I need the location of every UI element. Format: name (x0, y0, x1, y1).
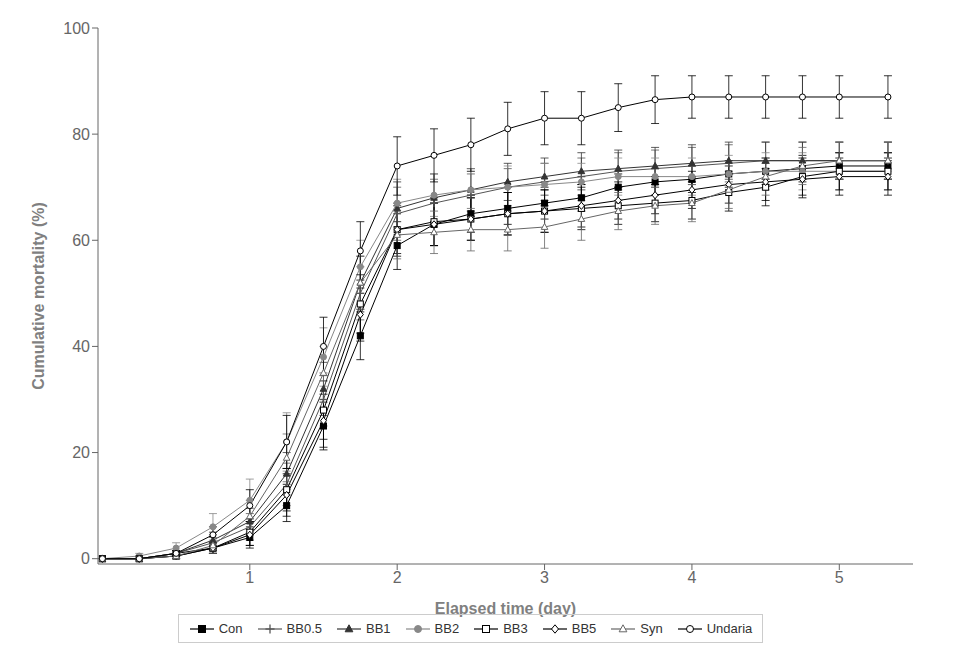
svg-text:3: 3 (540, 569, 549, 586)
svg-text:1: 1 (245, 569, 254, 586)
html-text:Undaria: Undaria (706, 621, 753, 636)
svg-text:5: 5 (835, 569, 844, 586)
svg-text:4: 4 (687, 569, 696, 586)
svg-text:Elapsed time (day): Elapsed time (day) (435, 600, 576, 617)
html-text:BB2: BB2 (434, 621, 460, 636)
html-text:Con: Con (218, 621, 243, 636)
svg-text:60: 60 (72, 232, 90, 249)
html-text:BB5: BB5 (571, 621, 597, 636)
html-text:Syn: Syn (640, 621, 663, 636)
html-text:BB0.5: BB0.5 (286, 621, 322, 636)
svg-text:2: 2 (393, 569, 402, 586)
html-text:BB1: BB1 (366, 621, 391, 636)
svg-text:100: 100 (63, 20, 90, 37)
svg-text:80: 80 (72, 126, 90, 143)
html-text:BB3: BB3 (503, 621, 528, 636)
svg-text:20: 20 (72, 444, 90, 461)
svg-text:40: 40 (72, 338, 90, 355)
svg-text:Cumulative mortality (%): Cumulative mortality (%) (30, 202, 47, 390)
svg-text:0: 0 (81, 550, 90, 567)
